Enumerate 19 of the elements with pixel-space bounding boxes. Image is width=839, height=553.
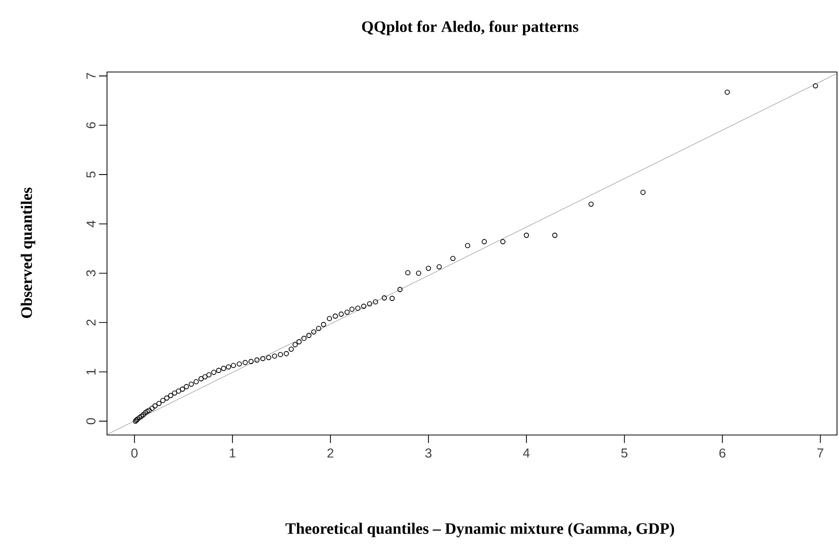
x-tick-label: 2 [327,448,334,458]
y-tick-label: 7 [86,72,96,79]
y-tick-label: 6 [86,122,96,128]
y-tick-label: 1 [86,368,96,374]
y-axis-title: Observed quantiles [20,188,36,318]
x-tick-label: 0 [131,448,138,458]
x-tick-label: 4 [523,448,530,458]
y-tick-label: 4 [86,220,96,228]
x-axis-title: Theoretical quantiles – Dynamic mixture (Gamma, GDP) [286,522,674,538]
x-tick-label: 1 [230,448,236,458]
y-tick-label: 2 [86,320,96,326]
x-tick-label: 3 [425,448,432,458]
y-tick-label: 5 [86,172,96,178]
y-tick-label: 3 [86,270,96,276]
x-tick-label: 7 [817,448,824,458]
chart-title: QQplot for Aledo, four patterns [362,20,578,36]
y-tick-label: 0 [86,418,96,424]
x-tick-label: 6 [719,448,726,458]
x-tick-label: 5 [621,448,628,458]
